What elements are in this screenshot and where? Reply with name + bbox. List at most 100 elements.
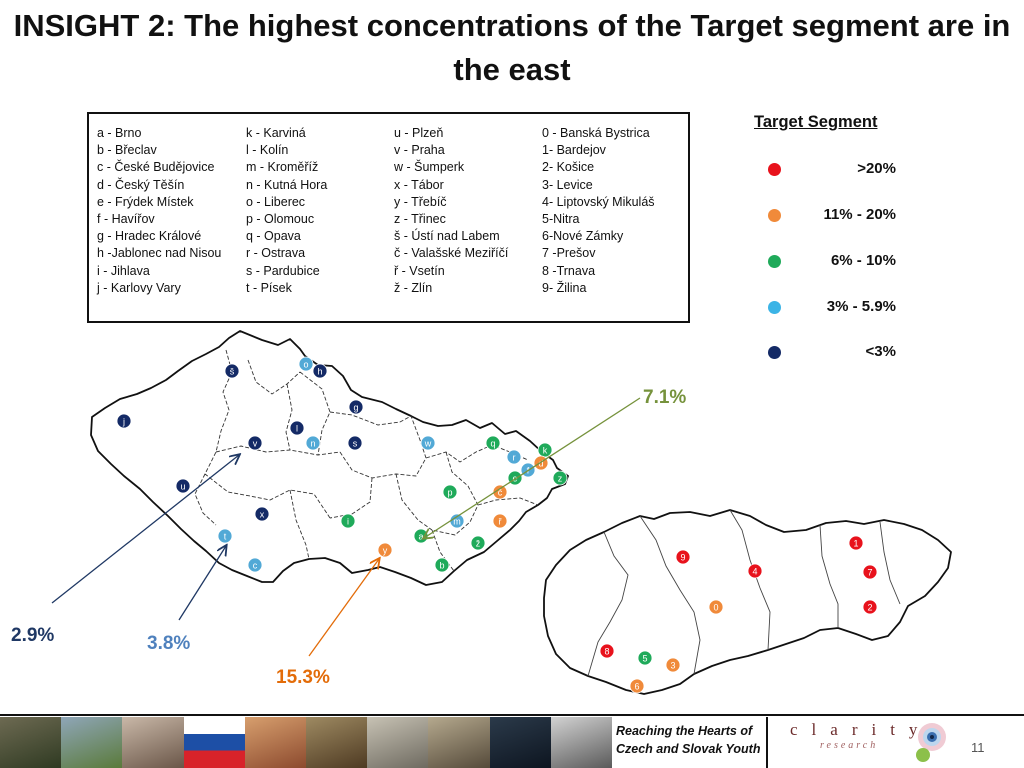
city-marker-dot [675, 549, 691, 565]
logo-wordmark: clarity [790, 720, 932, 739]
city-marker-label: a [418, 531, 423, 541]
city-legend-column: 0 - Banská Bystrica 1- Bardejov 2- Košic… [542, 125, 655, 297]
city-marker-dot [434, 557, 450, 573]
city-marker: o [298, 356, 314, 372]
city-marker-dot [224, 363, 240, 379]
photo-thumbnail [0, 717, 62, 768]
slovakia-outline [543, 509, 952, 695]
city-marker-label: v [253, 438, 258, 448]
city-legend-entry: 6-Nové Zámky [542, 229, 624, 244]
city-legend-entry: i - Jihlava [97, 263, 150, 278]
city-legend-entry: 4- Liptovský Mikuláš [542, 194, 655, 209]
segment-legend-dot [768, 209, 781, 222]
city-marker-dot [708, 599, 724, 615]
segment-legend-item: <3% [760, 341, 900, 365]
city-marker-dot [492, 513, 508, 529]
city-marker: i [340, 513, 356, 529]
city-legend-entry: f - Havířov [97, 212, 155, 227]
city-marker-dot [254, 506, 270, 522]
city-marker: 0 [708, 599, 724, 615]
city-marker-label: ř [499, 516, 503, 526]
segment-legend-label: 11% - 20% [823, 206, 896, 223]
city-marker-label: 2 [867, 602, 872, 612]
city-legend-entry: k - Karviná [246, 126, 306, 140]
photo-thumbnail [489, 717, 551, 768]
city-marker-dot [506, 449, 522, 465]
city-marker-label: 5 [642, 653, 647, 663]
city-marker-label: 0 [713, 602, 718, 612]
callout-percentage: 7.1% [643, 387, 687, 408]
city-marker-label: 1 [853, 538, 858, 548]
city-marker: š [224, 363, 240, 379]
city-legend-entry: h -Jablonec nad Nisou [97, 246, 222, 261]
czech-republic-outline [90, 330, 569, 586]
segment-legend-dot [768, 255, 781, 268]
footer-tagline-line: Reaching the Hearts of [616, 724, 753, 738]
photo-thumbnail [550, 717, 613, 768]
city-marker: c [247, 557, 263, 573]
callout-arrow [308, 559, 379, 657]
city-legend-entry: c - České Budějovice [97, 160, 215, 175]
city-marker: č [492, 484, 508, 500]
city-marker: 7 [862, 564, 878, 580]
city-marker: q [485, 435, 501, 451]
city-marker: h [312, 363, 328, 379]
city-marker-label: š [230, 366, 235, 376]
city-marker: z [552, 470, 568, 486]
city-marker: u [175, 478, 191, 494]
city-legend-entry: t - Písek [246, 280, 292, 295]
city-marker-dot [599, 643, 615, 659]
city-legend-entry: b - Břeclav [97, 143, 157, 158]
segment-legend-dot [768, 163, 781, 176]
region-border [587, 509, 901, 677]
markers-layer: šohgjlvnswqkrdfezupčximřtažycb9147208536 [116, 356, 878, 694]
city-marker-dot [247, 557, 263, 573]
city-legend-entry: 1- Bardejov [542, 143, 606, 158]
city-marker: m [449, 513, 465, 529]
city-marker: v [247, 435, 263, 451]
segment-legend-dot [768, 346, 781, 359]
callout-percentage: 15.3% [276, 667, 330, 688]
city-legend-entry: g - Hradec Králové [97, 229, 202, 244]
city-marker-label: č [498, 487, 503, 497]
footer-tagline-line: Czech and Slovak Youth [616, 742, 761, 756]
city-legend-column: a - Brno b - Břeclav c - České Budějovic… [97, 125, 221, 297]
city-marker-label: g [353, 402, 358, 412]
footer-separator [766, 717, 768, 768]
city-legend-entry: s - Pardubice [246, 263, 320, 278]
footer-divider [0, 714, 1024, 716]
city-legend-entry: ž - Zlín [394, 280, 433, 295]
slide-title: INSIGHT 2: The highest concentrations of… [13, 8, 1011, 87]
clarity-logo: clarity research [790, 720, 950, 766]
city-marker: s [347, 435, 363, 451]
city-marker-label: 4 [752, 566, 757, 576]
city-marker-label: x [260, 509, 265, 519]
city-marker-label: j [122, 416, 125, 426]
city-marker: 1 [848, 535, 864, 551]
city-legend-entry: v - Praha [394, 143, 445, 158]
city-marker-dot [862, 564, 878, 580]
segment-legend-item: >20% [760, 158, 900, 182]
city-marker: k [537, 442, 553, 458]
city-marker-dot [347, 435, 363, 451]
callout-arrow [51, 455, 239, 604]
city-marker-dot [665, 657, 681, 673]
city-marker-dot [442, 484, 458, 500]
segment-legend-label: 6% - 10% [830, 252, 896, 269]
city-marker-dot [377, 542, 393, 558]
city-marker: w [420, 435, 436, 451]
city-marker-label: b [439, 560, 444, 570]
segment-legend-item: 6% - 10% [760, 250, 900, 274]
city-marker-label: l [296, 423, 298, 433]
city-marker-label: s [353, 438, 358, 448]
city-marker-dot [470, 535, 486, 551]
flag-image [183, 717, 245, 768]
city-marker-label: r [513, 452, 516, 462]
city-legend-entry: z - Třinec [394, 212, 446, 227]
city-marker: x [254, 506, 270, 522]
city-legend-column: u - Plzeň v - Praha w - Šumperk x - Tábo… [394, 125, 508, 297]
city-legend-entry: j - Karlovy Vary [97, 280, 181, 295]
city-marker-dot [485, 435, 501, 451]
city-marker-label: q [490, 438, 495, 448]
